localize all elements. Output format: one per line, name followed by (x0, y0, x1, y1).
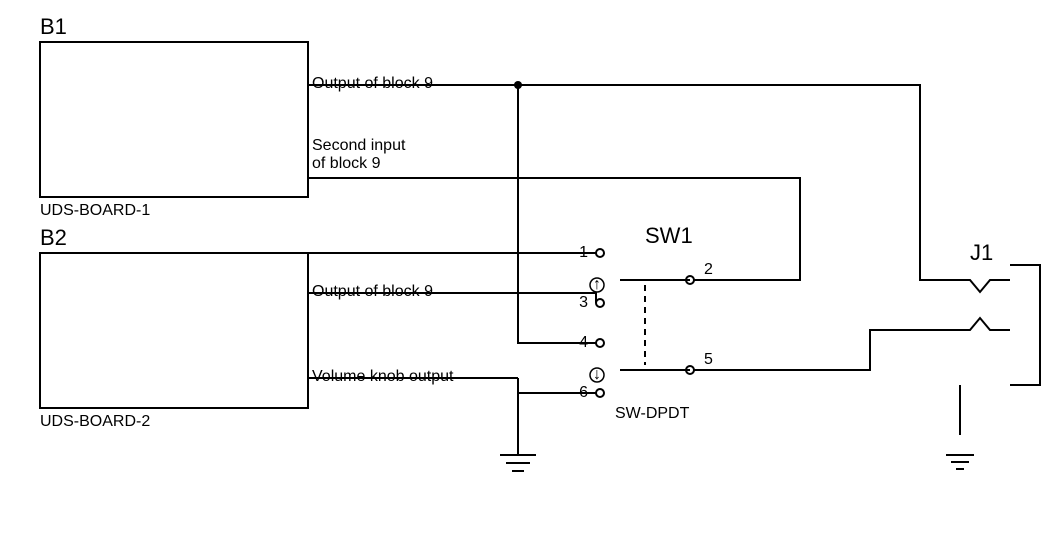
svg-text:Output of block 9: Output of block 9 (312, 283, 433, 300)
svg-text:SW-DPDT: SW-DPDT (615, 405, 690, 422)
block-b2 (40, 253, 308, 408)
svg-text:5: 5 (704, 351, 713, 368)
svg-text:↓: ↓ (593, 366, 601, 383)
svg-text:B1: B1 (40, 14, 67, 39)
svg-text:Output of block 9: Output of block 9 (312, 75, 433, 92)
svg-text:UDS-BOARD-1: UDS-BOARD-1 (40, 202, 150, 219)
svg-text:SW1: SW1 (645, 223, 693, 248)
svg-text:Volume knob output: Volume knob output (312, 368, 454, 385)
svg-text:UDS-BOARD-2: UDS-BOARD-2 (40, 413, 150, 430)
svg-text:Second inputof block 9: Second inputof block 9 (312, 137, 406, 172)
svg-text:↑: ↑ (593, 276, 601, 293)
svg-text:2: 2 (704, 261, 713, 278)
block-b1 (40, 42, 308, 197)
svg-text:J1: J1 (970, 240, 993, 265)
svg-text:B2: B2 (40, 225, 67, 250)
svg-text:3: 3 (579, 294, 588, 311)
